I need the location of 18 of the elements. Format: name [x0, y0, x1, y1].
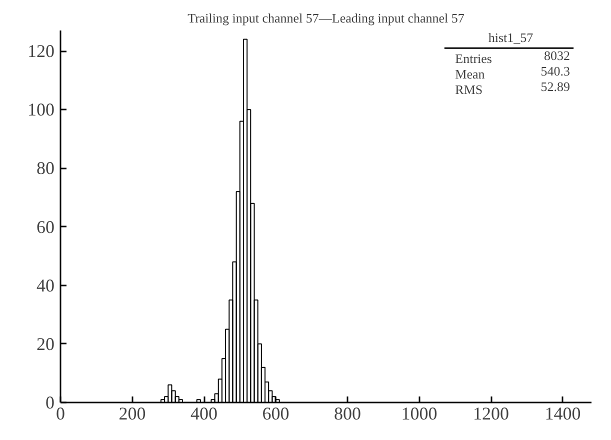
y-tick-label: 60 [36, 216, 54, 237]
x-tick-label: 200 [118, 404, 146, 424]
x-tick-label: 400 [190, 404, 218, 424]
x-tick-label: 1200 [473, 404, 510, 424]
y-tick-label: 120 [28, 41, 54, 62]
y-tick-label: 40 [36, 275, 54, 296]
annotation: hist1_57 [488, 30, 534, 46]
text: Entries 8032 [455, 48, 570, 66]
text: Mean 540.3 [455, 64, 570, 82]
x-tick-label: 1000 [401, 404, 438, 424]
text: RMS 52.89 [455, 79, 570, 98]
y-tick-label: 20 [36, 334, 54, 354]
y-tick-label: 80 [36, 158, 54, 178]
y-tick-label: 100 [28, 100, 54, 120]
x-tick-label: 1400 [544, 404, 581, 424]
chart-title: Trailing input channel 57—Leading input channel 57 [188, 10, 465, 26]
x-tick-label: 800 [334, 404, 362, 424]
x-tick-label: 600 [262, 404, 290, 424]
